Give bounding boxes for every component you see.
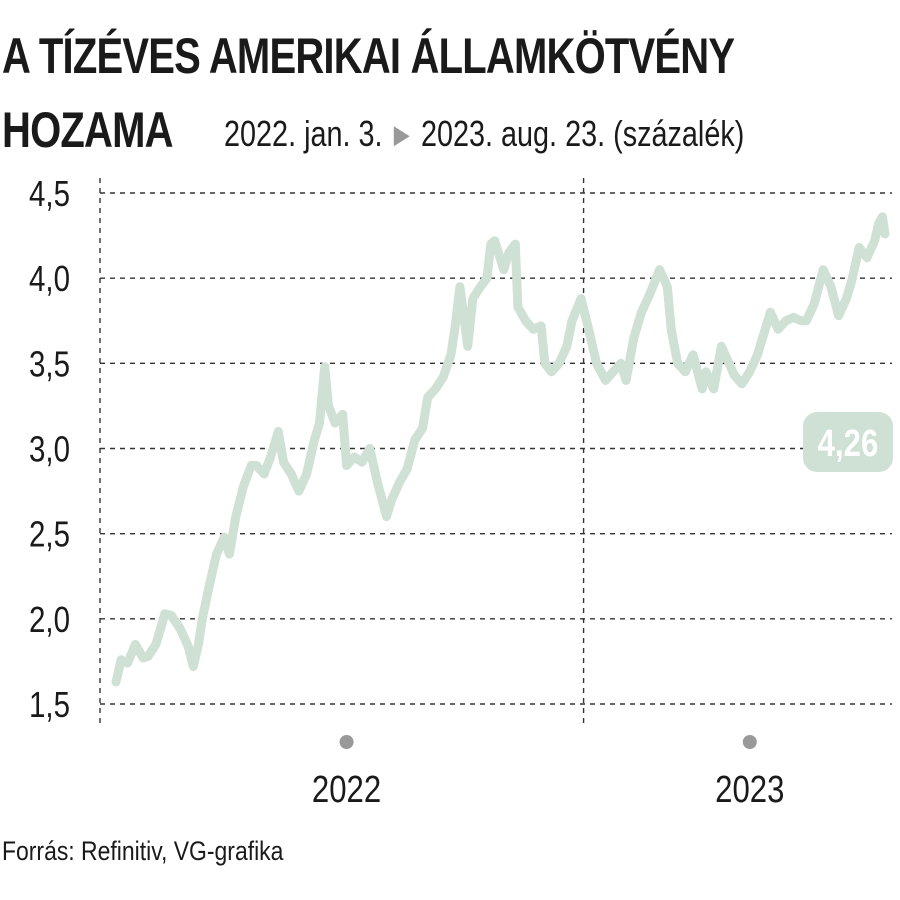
y-tick-label: 3,0	[29, 429, 70, 469]
chart-title-line1: A TÍZÉVES AMERIKAI ÁLLAMKÖTVÉNY	[2, 28, 735, 84]
y-tick-label: 2,0	[29, 599, 70, 639]
grid-layer	[99, 178, 892, 724]
label-layer: 1,5 2,0 2,5 3,0 3,5 4,0 4,5 2022 2023 4,26	[29, 173, 893, 811]
chart-title-line2-row: HOZAMA	[2, 100, 215, 173]
last-value-badge	[803, 412, 893, 472]
year-marker-dot	[742, 735, 757, 749]
year-marker-dot	[339, 735, 354, 749]
y-tick-label: 4,5	[29, 173, 70, 213]
y-tick-label: 3,5	[29, 344, 70, 384]
series-line-layer	[111, 212, 890, 687]
y-tick-label: 1,5	[29, 684, 70, 724]
yield-series-line	[111, 212, 890, 687]
x-tick-label: 2022	[312, 769, 381, 811]
y-tick-label: 2,5	[29, 514, 70, 554]
play-arrow-icon: ▶	[393, 119, 410, 149]
source-note: Forrás: Refinitiv, VG-grafika	[2, 836, 284, 866]
subtitle-end-date: 2023. aug. 23. (százalék)	[420, 113, 745, 154]
last-value-label: 4,26	[818, 423, 879, 465]
y-tick-label: 4,0	[29, 258, 70, 298]
subtitle-start-date: 2022. jan. 3.	[224, 113, 383, 154]
chart-title-line2: HOZAMA	[2, 102, 174, 158]
chart-subtitle: 2022. jan. 3. ▶ 2023. aug. 23. (százalék)	[224, 112, 744, 159]
x-tick-label: 2023	[715, 769, 784, 811]
